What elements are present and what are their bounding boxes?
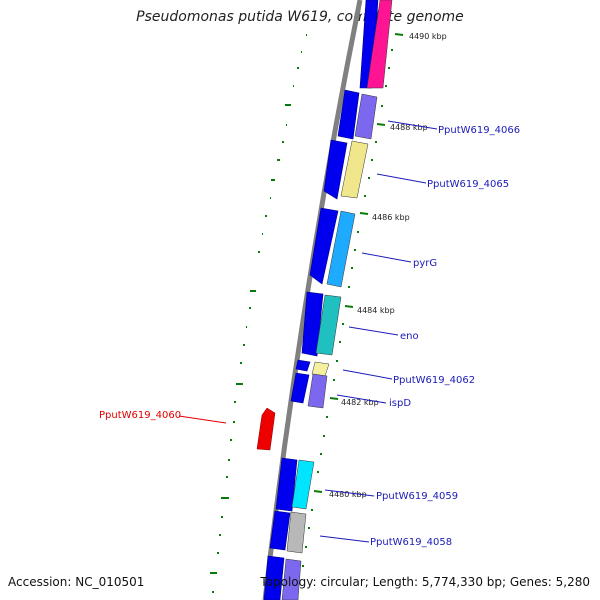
gene-feature[interactable] bbox=[269, 510, 291, 551]
genome-stats: Topology: circular; Length: 5,774,330 bp… bbox=[260, 575, 590, 589]
gene-feature[interactable] bbox=[366, 0, 393, 89]
label-leaders bbox=[319, 120, 438, 543]
gene-feature[interactable] bbox=[263, 555, 285, 600]
gene-label[interactable]: PputW619_4059 bbox=[376, 491, 458, 502]
kbp-label: 4482 kbp bbox=[341, 398, 379, 407]
kbp-label: 4490 kbp bbox=[409, 32, 447, 41]
reverse-gene-feature[interactable] bbox=[256, 407, 276, 451]
accession-label: Accession: NC_010501 bbox=[8, 575, 145, 589]
gene-feature[interactable] bbox=[311, 361, 330, 377]
kbp-label: 4484 kbp bbox=[357, 306, 395, 315]
kbp-label: 4480 kbp bbox=[329, 490, 367, 499]
minor-ticks bbox=[302, 49, 393, 567]
gene-feature[interactable] bbox=[315, 294, 342, 356]
gene-label[interactable]: PputW619_4058 bbox=[370, 537, 452, 548]
gene-label[interactable]: PputW619_4060 bbox=[99, 410, 181, 421]
gene-feature[interactable] bbox=[323, 139, 348, 200]
gene-label[interactable]: pyrG bbox=[413, 258, 437, 269]
gene-label[interactable]: PputW619_4062 bbox=[393, 375, 475, 386]
gene-feature[interactable] bbox=[326, 210, 356, 288]
forward-strand-genes bbox=[263, 0, 379, 600]
gene-label[interactable]: eno bbox=[400, 331, 419, 342]
kbp-label: 4488 kbp bbox=[390, 123, 428, 132]
gene-label[interactable]: PputW619_4066 bbox=[438, 125, 520, 136]
gc-skew-track bbox=[210, 34, 307, 593]
gene-feature[interactable] bbox=[337, 89, 360, 140]
gene-feature[interactable] bbox=[286, 511, 307, 554]
gene-feature[interactable] bbox=[307, 373, 328, 409]
gene-feature[interactable] bbox=[290, 372, 310, 404]
kbp-ticks bbox=[313, 33, 404, 493]
gene-feature[interactable] bbox=[301, 291, 324, 357]
gene-feature[interactable] bbox=[295, 359, 311, 372]
gene-feature[interactable] bbox=[309, 207, 339, 285]
label-leader-red bbox=[178, 415, 227, 424]
gene-label[interactable]: PputW619_4065 bbox=[427, 179, 509, 190]
gene-feature[interactable] bbox=[281, 558, 302, 600]
gene-label[interactable]: ispD bbox=[389, 398, 411, 409]
colored-gene-track bbox=[281, 0, 393, 600]
gene-feature[interactable] bbox=[291, 459, 315, 510]
gene-feature[interactable] bbox=[340, 140, 369, 199]
gene-feature[interactable] bbox=[354, 93, 378, 140]
kbp-label: 4486 kbp bbox=[372, 213, 410, 222]
gene-feature[interactable] bbox=[275, 457, 298, 512]
